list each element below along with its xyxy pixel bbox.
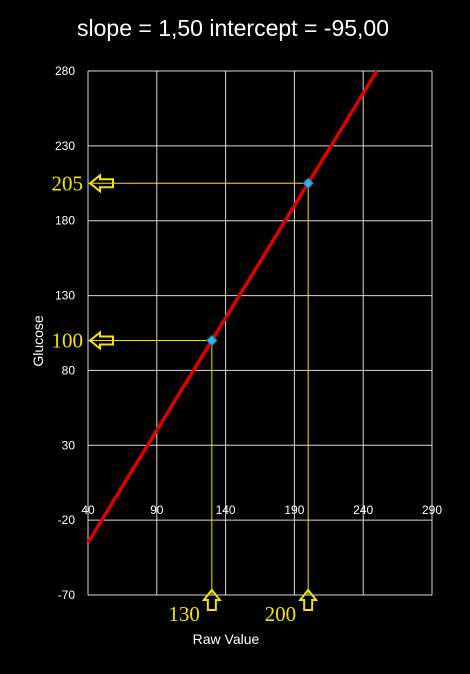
x-tick-label-90: 90 (150, 503, 164, 517)
y-tick-label-30: 30 (62, 438, 76, 452)
y-tick-label-230: 230 (55, 139, 75, 153)
y-tick-label-280: 280 (55, 64, 75, 78)
x-tick-label-40: 40 (81, 503, 95, 517)
y-axis-label: Glucose (30, 315, 46, 367)
arrow-up-icon (298, 588, 319, 611)
data-point-0 (206, 334, 218, 347)
y-tick-label--20: -20 (58, 513, 76, 527)
x-tick-label-190: 190 (284, 503, 304, 517)
y-callout-label-100: 100 (52, 328, 84, 352)
y-tick-label-80: 80 (62, 363, 76, 377)
tick-labels: 40 90 140 190 240 290 -70 -20 30 80 130 180 230 280 (55, 64, 442, 602)
regression-line-group (86, 70, 379, 544)
x-tick-label-240: 240 (353, 503, 373, 517)
arrow-up-icon (201, 588, 222, 611)
arrow-left-icon (88, 330, 114, 351)
y-tick-label-130: 130 (55, 289, 75, 303)
regression-line (86, 70, 379, 544)
x-tick-label-140: 140 (216, 503, 236, 517)
arrow-left-icon (88, 173, 114, 194)
data-points (206, 177, 314, 347)
y-tick-label-180: 180 (55, 214, 75, 228)
x-callout-label-200: 200 (265, 602, 297, 626)
guide-lines (88, 182, 309, 595)
grid (87, 70, 433, 596)
y-callout-label-205: 205 (52, 171, 84, 195)
chart-title: slope = 1,50 intercept = -95,00 (77, 15, 389, 41)
callouts: 205 100 130 200 (52, 171, 319, 626)
data-point-1 (302, 177, 314, 189)
y-tick-label--70: -70 (58, 588, 76, 602)
x-axis-label: Raw Value (193, 631, 260, 647)
x-tick-label-290: 290 (422, 503, 442, 517)
x-callout-label-130: 130 (168, 602, 200, 626)
